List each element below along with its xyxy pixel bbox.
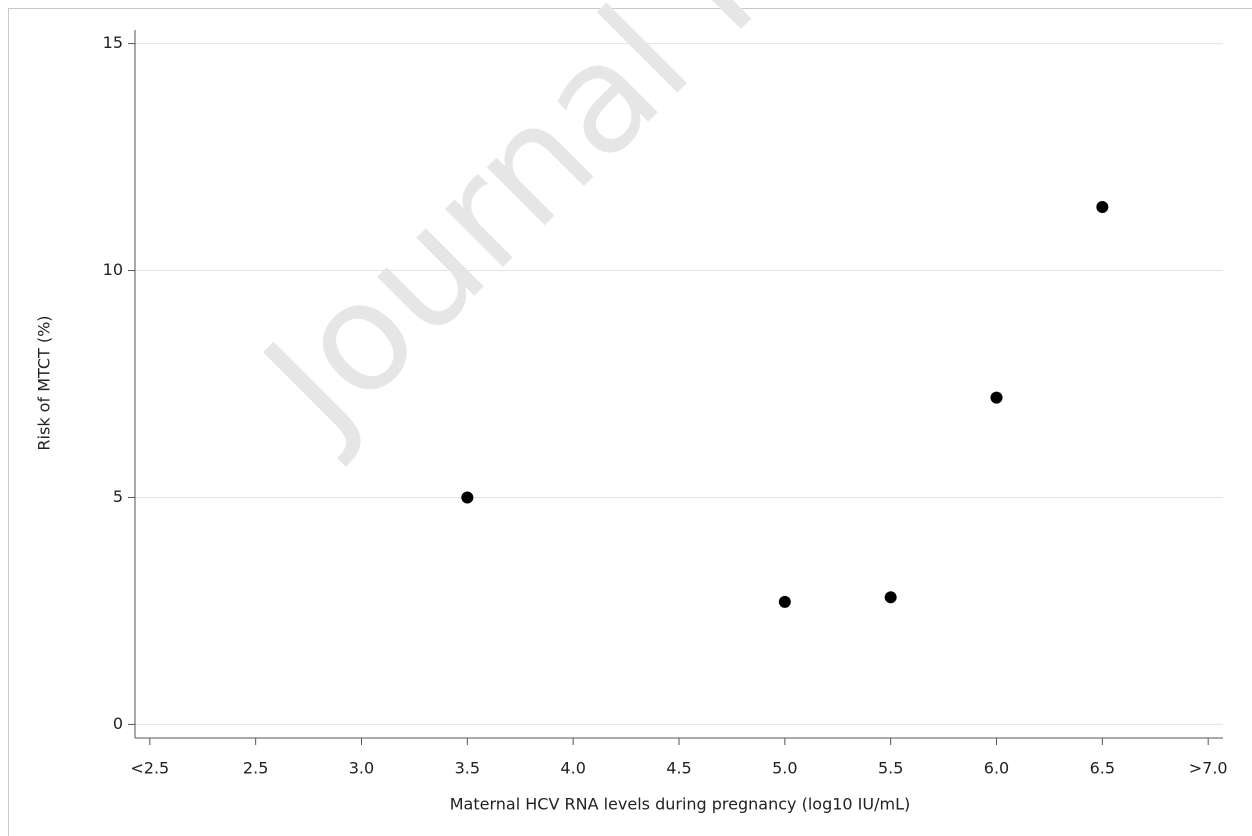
y-tick-label: 0	[113, 714, 123, 733]
x-tick-label: 2.5	[243, 759, 268, 778]
y-tick-label: 15	[103, 33, 123, 52]
x-axis-label: Maternal HCV RNA levels during pregnancy…	[450, 795, 910, 814]
x-tick-label: 4.0	[560, 759, 585, 778]
data-point	[1096, 201, 1109, 213]
x-tick-label: 5.0	[772, 759, 797, 778]
watermark-group: Journal Pre-proof	[227, 0, 1241, 471]
y-tick-label: 10	[103, 260, 123, 279]
data-point	[884, 591, 897, 604]
x-tick-label: 6.0	[984, 759, 1009, 778]
frame	[8, 8, 1252, 836]
x-tick-label: 3.0	[349, 759, 374, 778]
y-axis-label: Risk of MTCT (%)	[35, 315, 54, 450]
x-tick-label: <2.5	[130, 759, 169, 778]
data-point	[990, 391, 1003, 404]
x-tick-label: 4.5	[666, 759, 691, 778]
y-tick-label: 5	[113, 487, 123, 506]
data-point	[778, 595, 791, 608]
watermark: Journal Pre-proof	[227, 0, 1241, 471]
x-tick-label: >7.0	[1189, 759, 1228, 778]
x-tick-label: 5.5	[878, 759, 903, 778]
data-point	[461, 491, 474, 504]
x-tick-label: 3.5	[455, 759, 480, 778]
x-tick-label: 6.5	[1090, 759, 1115, 778]
